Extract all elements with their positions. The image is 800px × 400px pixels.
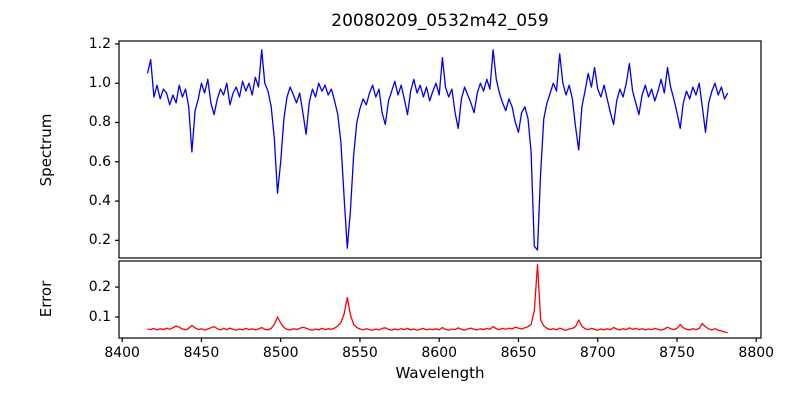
x-tick-label: 8400 xyxy=(104,345,140,361)
spectrum-y-tick-label: 1.0 xyxy=(88,75,111,92)
error-axes-box xyxy=(118,260,762,339)
error-y-tick-label: 0.1 xyxy=(88,309,111,326)
x-axis-label: Wavelength xyxy=(395,364,485,382)
error-y-tick-label: 0.2 xyxy=(88,279,111,296)
x-tick-label: 8800 xyxy=(738,345,775,361)
spectrum-y-tick-label: 0.4 xyxy=(88,193,111,210)
spectrum-y-tick-label: 1.2 xyxy=(88,35,111,52)
chart-title: 20080209_0532m42_059 xyxy=(331,11,549,31)
spectrum-y-tick-label: 0.8 xyxy=(88,114,111,131)
x-tick-label: 8750 xyxy=(659,345,695,361)
spectrum-y-tick-label: 0.2 xyxy=(88,232,111,249)
error-y-axis-label: Error xyxy=(37,280,55,318)
spectrum-y-tick-label: 0.6 xyxy=(88,153,111,170)
spectrum-y-axis-label: Spectrum xyxy=(37,113,55,187)
x-tick-label: 8500 xyxy=(262,345,299,361)
spectrum-line xyxy=(146,49,729,251)
x-tick-label: 8650 xyxy=(500,345,537,361)
x-tick-label: 8450 xyxy=(183,345,220,361)
error-line xyxy=(147,263,728,334)
spectrum-axes-box xyxy=(118,40,762,259)
x-tick-label: 8550 xyxy=(342,345,378,361)
x-tick-label: 8700 xyxy=(579,345,616,361)
x-tick-label: 8600 xyxy=(421,345,458,361)
